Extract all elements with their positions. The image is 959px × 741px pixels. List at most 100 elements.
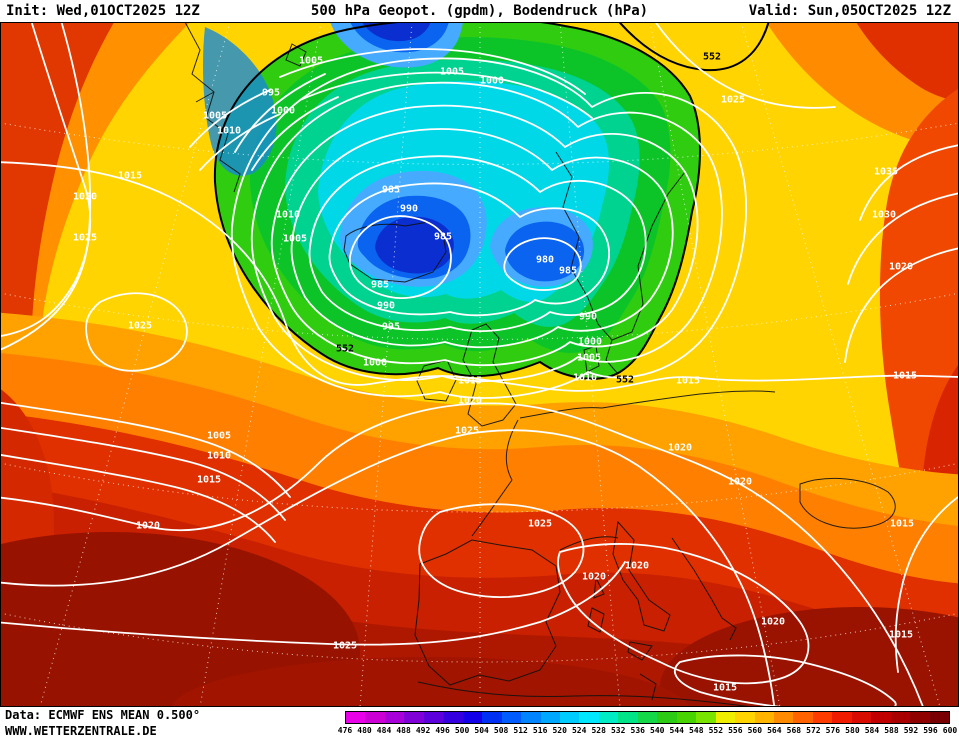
- isobar-label: 1015: [713, 683, 737, 694]
- colorbar-segment: [910, 712, 930, 723]
- colorbar-tick: 596: [923, 726, 938, 735]
- map-footer: Data: ECMWF ENS MEAN 0.500° WWW.WETTERZE…: [0, 707, 959, 741]
- isobar-label: 1015: [118, 171, 142, 182]
- isobar-label: 1000: [578, 337, 602, 348]
- map-header: Init: Wed,01OCT2025 12Z 500 hPa Geopot. …: [0, 0, 959, 22]
- colorbar-segment: [618, 712, 638, 723]
- colorbar-tick: 552: [708, 726, 724, 735]
- colorbar-segment: [482, 712, 502, 723]
- colorbar-segment: [890, 712, 911, 723]
- colorbar: [345, 711, 950, 724]
- colorbar-tick: 500: [454, 726, 470, 735]
- weather-map: 1015 1020 1025 1025 1005 1010 1015 1020 1005 1010…: [0, 22, 959, 707]
- colorbar-tick: 520: [552, 726, 567, 735]
- isobar-label: 1020: [73, 192, 97, 203]
- isobar-label: 1015: [197, 475, 221, 486]
- colorbar-tick: 584: [864, 726, 880, 735]
- colorbar-tick: 504: [474, 726, 489, 735]
- geopotential-field: [0, 22, 959, 707]
- isobar-label: 1015: [890, 519, 914, 530]
- colorbar-segment: [462, 712, 483, 723]
- isobar-label: 980: [536, 255, 554, 266]
- isobar-label: 1020: [625, 561, 649, 572]
- isobar-label: 1025: [73, 233, 97, 244]
- isobar-label: 1015: [889, 630, 913, 641]
- colorbar-tick: 476: [337, 726, 353, 735]
- isobar-label: 985: [559, 266, 577, 277]
- colorbar-tick: 488: [396, 726, 411, 735]
- colorbar-tick: 580: [845, 726, 860, 735]
- isobar-label: 1020: [761, 617, 785, 628]
- colorbar-tick: 548: [689, 726, 704, 735]
- isobar-label: 1015: [676, 376, 700, 387]
- colorbar-segment: [637, 712, 658, 723]
- colorbar-segment: [579, 712, 599, 723]
- colorbar-segment: [540, 712, 560, 723]
- colorbar-segment: [929, 712, 950, 723]
- colorbar-tick: 524: [571, 726, 587, 735]
- isobar-label: 1000: [363, 358, 387, 369]
- init-label: Init: Wed,01OCT2025 12Z: [6, 3, 200, 19]
- isobar-label: 1005: [207, 431, 231, 442]
- colorbar-tick: 536: [630, 726, 645, 735]
- isobar-label: 1030: [872, 210, 896, 221]
- isobar-label: 1005: [283, 234, 307, 245]
- colorbar-tick: 572: [806, 726, 821, 735]
- colorbar-segment: [676, 712, 697, 723]
- colorbar-segment: [423, 712, 444, 723]
- isobar-label: 1010: [217, 126, 241, 137]
- colorbar-tick: 556: [728, 726, 743, 735]
- geopotential-552-label: 552: [616, 375, 634, 386]
- valid-label: Valid: Sun,05OCT2025 12Z: [748, 3, 951, 19]
- isobar-label: 1000: [271, 106, 295, 117]
- colorbar-segment: [715, 712, 736, 723]
- colorbar-tick: 568: [786, 726, 802, 735]
- colorbar-tick: 532: [610, 726, 626, 735]
- colorbar-ticks: 476 480 484 488 492 496 500 504 508 512 516 520 524 5…: [338, 726, 957, 738]
- isobar-label: 1020: [728, 477, 752, 488]
- colorbar-segment: [754, 712, 774, 723]
- colorbar-tick: 528: [591, 726, 606, 735]
- colorbar-tick: 592: [903, 726, 919, 735]
- colorbar-segment: [871, 712, 891, 723]
- colorbar-tick: 480: [357, 726, 372, 735]
- graticule: [0, 22, 959, 707]
- colorbar-segment: [346, 712, 366, 723]
- isobar-label: 1025: [721, 95, 745, 106]
- colorbar-segment: [598, 712, 619, 723]
- colorbar-tick: 540: [650, 726, 665, 735]
- colorbar-segment: [657, 712, 677, 723]
- colorbar-segment: [812, 712, 833, 723]
- isobar-label: 985: [371, 280, 389, 291]
- isobar-label: 1035: [874, 167, 898, 178]
- colorbar-segment: [559, 712, 580, 723]
- colorbar-tick: 484: [376, 726, 392, 735]
- chart-title: 500 hPa Geopot. (gpdm), Bodendruck (hPa): [310, 3, 649, 19]
- isobar-label: 1005: [577, 353, 601, 364]
- colorbar-segment: [832, 712, 852, 723]
- coastlines: [184, 22, 896, 707]
- isobar-label: 1005: [299, 56, 323, 67]
- colorbar-tick: 576: [825, 726, 841, 735]
- colorbar-segment: [443, 712, 463, 723]
- isobar-label: 985: [382, 185, 400, 196]
- colorbar-segment: [696, 712, 716, 723]
- isobar-label: 990: [579, 312, 597, 323]
- isobar-label: 1025: [128, 321, 152, 332]
- isobar-label: 1020: [136, 521, 160, 532]
- isobar-label: 1025: [455, 426, 479, 437]
- isobar-label: 1020: [889, 262, 913, 273]
- isobar-label: 990: [377, 301, 395, 312]
- colorbar-segment: [735, 712, 755, 723]
- isobar-label: 1015: [893, 371, 917, 382]
- colorbar-tick: 564: [767, 726, 782, 735]
- isobar-label: 995: [262, 88, 280, 99]
- isobar-label: 1025: [528, 519, 552, 530]
- isobar-label: 1025: [333, 641, 357, 652]
- isobar-label: 985: [434, 232, 452, 243]
- isobar-contours: [0, 22, 959, 707]
- isobar-label: 1010: [276, 210, 300, 221]
- colorbar-tick: 544: [669, 726, 684, 735]
- colorbar-segment: [793, 712, 813, 723]
